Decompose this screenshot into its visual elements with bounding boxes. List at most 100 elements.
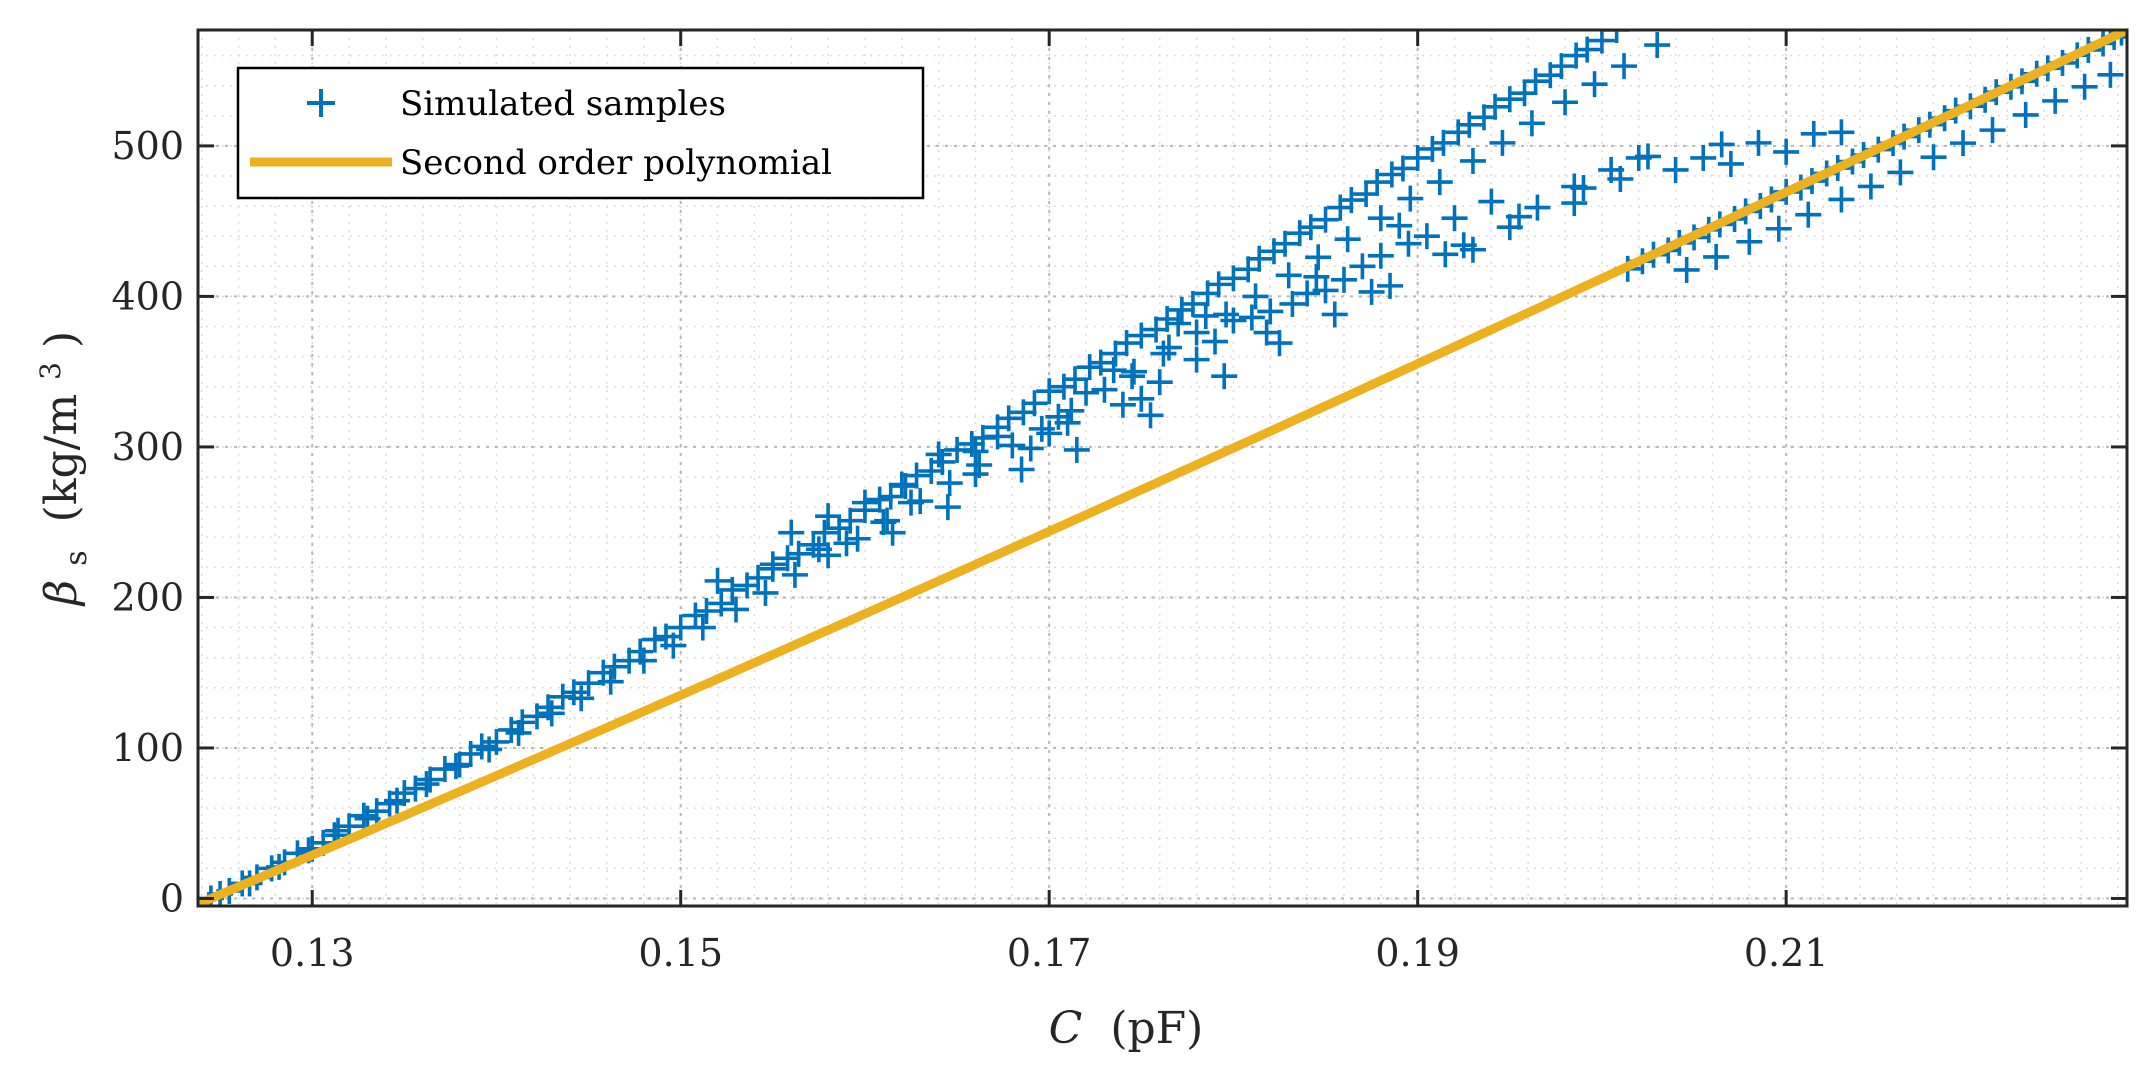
scatter-point (575, 670, 602, 697)
scatter-point (538, 700, 565, 727)
scatter-point (1279, 290, 1306, 317)
y-tick-label: 300 (111, 425, 184, 469)
scatter-point (1119, 363, 1146, 390)
scatter-point (1430, 129, 1457, 156)
scatter-point (866, 486, 893, 513)
scatter-point (1563, 42, 1590, 69)
scatter-point (1146, 369, 1173, 396)
scatter-point (1522, 68, 1549, 95)
scatter-point (1979, 117, 2006, 144)
scatter-point (1058, 397, 1085, 424)
y-tick-label: 500 (111, 124, 184, 168)
scatter-point (1257, 298, 1284, 325)
scatter-point (1183, 319, 1210, 346)
x-ticks: 0.13 0.15 0.17 0.19 0.21 (270, 30, 1828, 975)
scatter-point (1496, 86, 1523, 113)
scatter-point (1736, 228, 1763, 255)
scatter-point (1482, 93, 1509, 120)
scatter-point (1253, 319, 1280, 346)
scatter-point (1662, 156, 1689, 183)
scatter-point (509, 709, 536, 736)
scatter-point (962, 438, 989, 465)
y-tick-label: 0 (160, 876, 184, 920)
scatter-point (1168, 296, 1195, 323)
scatter-point (1389, 155, 1416, 182)
scatter-point (1450, 232, 1477, 259)
scatter-point (431, 756, 458, 783)
y-tick-label: 100 (111, 726, 184, 770)
scatter-point (1426, 169, 1453, 196)
scatter-point (1800, 120, 1827, 147)
scatter-point (1795, 201, 1822, 228)
scatter-point (1179, 290, 1206, 317)
scatter-point (1828, 119, 1855, 146)
legend-scatter-marker (307, 89, 335, 117)
scatter-point (1471, 104, 1497, 131)
legend-label-polynomial: Second order polynomial (400, 143, 832, 183)
scatter-point (962, 461, 989, 488)
scatter-point (1211, 363, 1238, 390)
scatter-point (1367, 205, 1394, 232)
scatter-point (1364, 169, 1391, 196)
scatter-point (934, 494, 961, 521)
scatter-point (1773, 138, 1800, 165)
scatter-point (1378, 161, 1405, 188)
scatter-point (1404, 144, 1431, 171)
scatter-point (1506, 203, 1533, 230)
scatter-point (350, 802, 377, 829)
scatter-point (2071, 73, 2098, 100)
scatter-point (1330, 266, 1357, 293)
scatter-point (1303, 263, 1330, 290)
scatter-point (811, 519, 838, 546)
scatter-point (722, 596, 749, 623)
scatter-point (601, 653, 628, 680)
scatter-point (1561, 173, 1588, 200)
scatter-point (1128, 385, 1155, 412)
scatter-point (1312, 277, 1339, 304)
scatter-point (1673, 256, 1700, 283)
scatter-point (1312, 206, 1339, 233)
legend-box (236, 66, 925, 200)
scatter-point (1272, 230, 1299, 257)
scatter-point (1297, 214, 1324, 241)
scatter-point (1603, 30, 1630, 43)
scatter-point (1703, 243, 1730, 270)
scatter-point (745, 564, 772, 591)
scatter-point (1266, 330, 1293, 357)
scatter-point (1061, 366, 1088, 393)
scatter-point (1395, 230, 1422, 257)
scatter-point (1358, 278, 1385, 305)
scatter-point (708, 590, 735, 617)
scatter-point (785, 540, 812, 567)
scatter-point (844, 525, 871, 552)
scatter-point (1441, 205, 1468, 232)
scatter-point (1073, 379, 1100, 406)
scatter-point (1419, 135, 1446, 162)
scatter-point (879, 519, 906, 546)
scatter-point (1100, 357, 1127, 384)
scatter-point (1574, 36, 1601, 63)
scatter-point (1183, 346, 1210, 373)
scatter-point (1607, 166, 1634, 193)
x-tick-label: 0.13 (270, 931, 355, 975)
scatter-point (1611, 53, 1638, 80)
scatter-point (660, 632, 687, 659)
scatter-point (1008, 456, 1035, 483)
scatter-point (402, 775, 429, 802)
scatter-point (2042, 87, 2069, 114)
scatter-point (1091, 376, 1118, 403)
scatter-point (1349, 253, 1376, 280)
scatter-point (1397, 185, 1424, 212)
scatter-point (1246, 245, 1273, 272)
scatter-point (759, 551, 786, 578)
scatter-point (630, 647, 657, 674)
scatter-point (1109, 391, 1136, 418)
scatter-point (1036, 420, 1063, 447)
scatter-point (837, 507, 864, 534)
scatter-point (1275, 262, 1302, 289)
scatter-point (2012, 101, 2039, 128)
scatter-point (568, 685, 595, 712)
x-tick-label: 0.17 (1007, 931, 1092, 975)
scatter-point (1165, 310, 1192, 337)
